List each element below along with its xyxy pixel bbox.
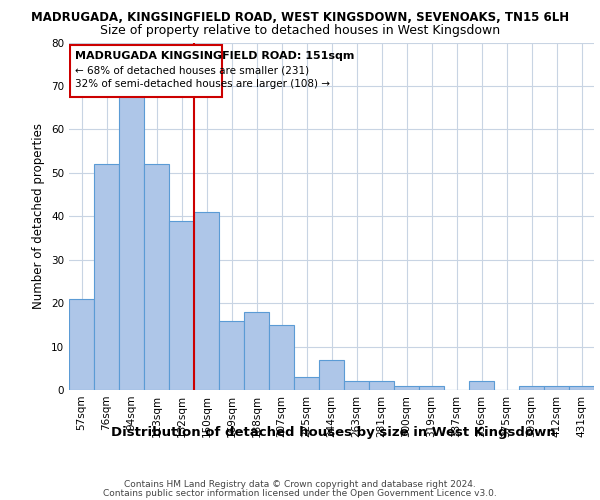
Bar — [269, 325, 294, 390]
FancyBboxPatch shape — [70, 44, 221, 97]
Text: Size of property relative to detached houses in West Kingsdown: Size of property relative to detached ho… — [100, 24, 500, 37]
Bar — [294, 377, 319, 390]
Text: Distribution of detached houses by size in West Kingsdown: Distribution of detached houses by size … — [110, 426, 556, 439]
Text: ← 68% of detached houses are smaller (231): ← 68% of detached houses are smaller (23… — [75, 66, 310, 76]
Bar — [369, 382, 394, 390]
Bar — [569, 386, 594, 390]
Bar — [394, 386, 419, 390]
Text: Contains HM Land Registry data © Crown copyright and database right 2024.: Contains HM Land Registry data © Crown c… — [124, 480, 476, 489]
Bar — [519, 386, 544, 390]
Bar — [419, 386, 444, 390]
Bar — [69, 299, 94, 390]
Bar — [344, 382, 369, 390]
Bar — [219, 320, 244, 390]
Bar — [144, 164, 169, 390]
Bar — [119, 94, 144, 390]
Bar — [194, 212, 219, 390]
Text: 32% of semi-detached houses are larger (108) →: 32% of semi-detached houses are larger (… — [75, 78, 330, 88]
Text: Contains public sector information licensed under the Open Government Licence v3: Contains public sector information licen… — [103, 489, 497, 498]
Text: MADRUGADA, KINGSINGFIELD ROAD, WEST KINGSDOWN, SEVENOAKS, TN15 6LH: MADRUGADA, KINGSINGFIELD ROAD, WEST KING… — [31, 11, 569, 24]
Bar — [244, 312, 269, 390]
Bar — [544, 386, 569, 390]
Bar — [469, 382, 494, 390]
Bar — [319, 360, 344, 390]
Y-axis label: Number of detached properties: Number of detached properties — [32, 123, 46, 309]
Text: MADRUGADA KINGSINGFIELD ROAD: 151sqm: MADRUGADA KINGSINGFIELD ROAD: 151sqm — [75, 51, 355, 61]
Bar — [169, 220, 194, 390]
Bar — [94, 164, 119, 390]
